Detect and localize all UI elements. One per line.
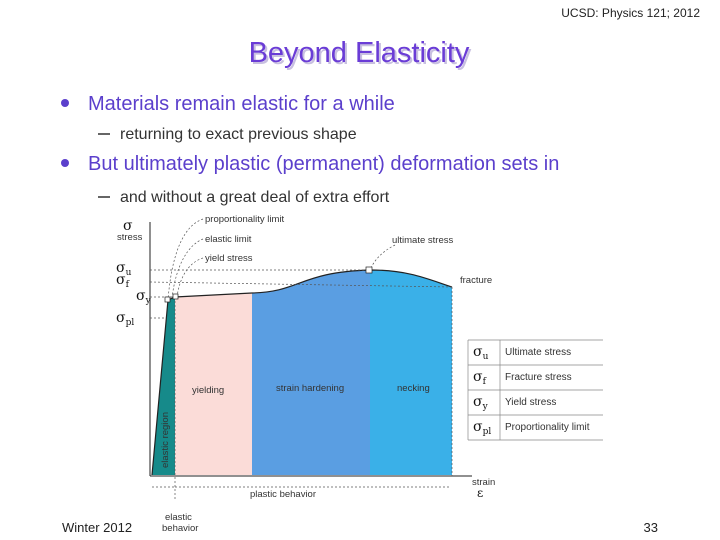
y-mark: σpl (116, 310, 134, 328)
point (172, 293, 179, 300)
span-label: plastic behavior (250, 489, 316, 500)
region-label: yielding (192, 385, 224, 396)
region-hardening (252, 270, 370, 475)
region-necking (370, 270, 452, 475)
y-mark: σu (116, 260, 132, 278)
region-elastic (152, 297, 175, 475)
axis-symbol: σ (123, 218, 133, 234)
axis-label: strain (472, 477, 495, 488)
sub-bullet: and without a great deal of extra effort (120, 189, 390, 206)
point (365, 266, 373, 274)
course: UCSD: Physics 121; 2012 (561, 6, 700, 20)
region-label: necking (397, 383, 430, 394)
legend (467, 339, 603, 441)
span-label: behavior (162, 523, 198, 534)
bullet-dot (61, 99, 69, 107)
y-mark: σy (136, 288, 152, 306)
legend-symbol: σu (473, 344, 489, 362)
legend-label: Yield stress (505, 397, 556, 408)
y-mark: σf (116, 272, 130, 290)
curve (151, 269, 453, 476)
axis-symbol: ε (477, 486, 483, 500)
legend-label: Proportionality limit (505, 422, 590, 433)
leader (171, 238, 204, 299)
callout: elastic limit (205, 234, 252, 245)
legend-symbol: σf (473, 369, 487, 387)
point (164, 296, 171, 303)
callout: fracture (460, 275, 492, 286)
legend-label: Ultimate stress (505, 347, 571, 358)
callout: yield stress (205, 253, 253, 264)
legend-symbol: σpl (473, 419, 491, 437)
callout: proportionality limit (205, 214, 285, 225)
title-shadow: Beyond Elasticity (251, 39, 472, 71)
region-yielding (175, 293, 252, 475)
diagram: σ stress σu σf σy σpl proportionality li… (116, 214, 603, 534)
leader (369, 244, 396, 271)
span-label: elastic (165, 512, 192, 523)
region-label: elastic region (160, 412, 171, 468)
callout: ultimate stress (392, 235, 453, 246)
sub-bullet: returning to exact previous shape (120, 126, 357, 143)
page-number: 33 (644, 520, 658, 535)
bullet: But ultimately plastic (permanent) defor… (88, 153, 559, 175)
leader (176, 257, 204, 298)
title: Beyond Elasticity (249, 37, 470, 69)
footer-left: Winter 2012 (62, 520, 132, 535)
bullet: Materials remain elastic for a while (88, 93, 395, 115)
leader (167, 218, 204, 301)
bullet-dot (61, 159, 69, 167)
region-label: strain hardening (276, 383, 344, 394)
axis-label: stress (117, 232, 143, 243)
legend-label: Fracture stress (505, 372, 572, 383)
legend-symbol: σy (473, 394, 489, 412)
